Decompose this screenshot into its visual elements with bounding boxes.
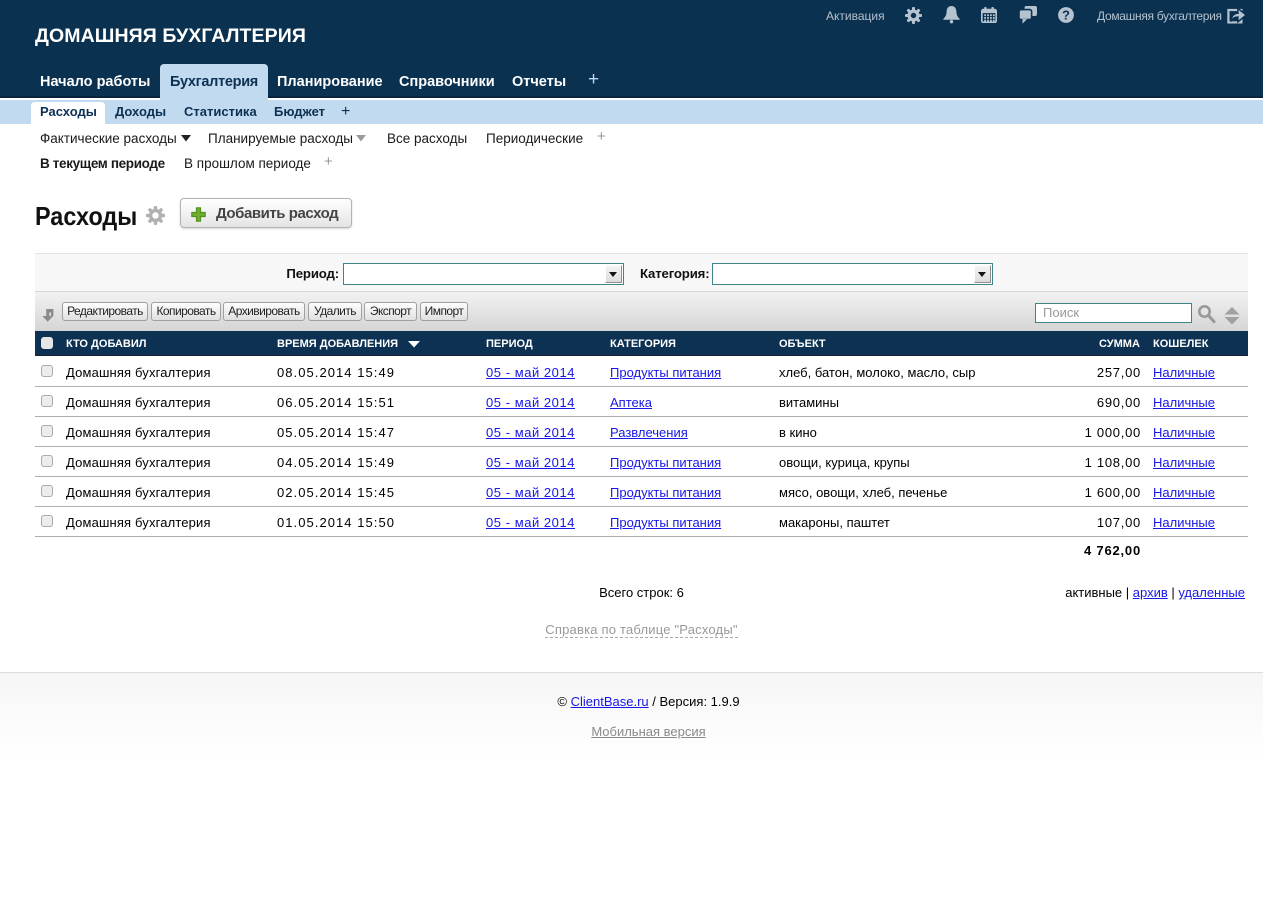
svg-text:?: ? [1062,8,1070,23]
